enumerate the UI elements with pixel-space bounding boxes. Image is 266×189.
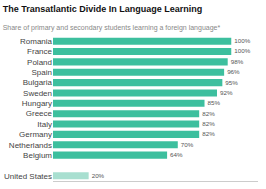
svg-text:Italy: Italy xyxy=(37,120,52,129)
svg-text:France: France xyxy=(27,47,52,56)
svg-text:20%: 20% xyxy=(92,172,105,179)
svg-text:70%: 70% xyxy=(181,141,194,148)
svg-text:95%: 95% xyxy=(225,79,238,86)
svg-text:Romania: Romania xyxy=(20,37,53,46)
svg-text:82%: 82% xyxy=(202,110,215,117)
svg-text:Greece: Greece xyxy=(26,109,53,118)
svg-text:100%: 100% xyxy=(234,47,250,54)
svg-text:The Transatlantic Divide In La: The Transatlantic Divide In Language Lea… xyxy=(3,4,203,14)
svg-text:United States: United States xyxy=(4,172,52,181)
svg-text:85%: 85% xyxy=(208,99,221,106)
svg-text:82%: 82% xyxy=(202,130,215,137)
svg-text:Share of primary and secondary: Share of primary and secondary students … xyxy=(3,24,221,32)
svg-text:Netherlands: Netherlands xyxy=(9,141,52,150)
svg-text:92%: 92% xyxy=(220,89,233,96)
svg-text:Sweden: Sweden xyxy=(23,89,52,98)
svg-text:Spain: Spain xyxy=(32,68,52,77)
svg-text:100%: 100% xyxy=(234,37,250,44)
svg-text:Germany: Germany xyxy=(19,130,52,139)
svg-text:98%: 98% xyxy=(231,58,244,65)
svg-text:Bulgaria: Bulgaria xyxy=(23,78,53,87)
svg-text:Poland: Poland xyxy=(27,58,52,67)
svg-text:Belgium: Belgium xyxy=(23,151,52,160)
svg-text:Hungary: Hungary xyxy=(22,99,52,108)
svg-text:64%: 64% xyxy=(170,151,183,158)
svg-text:82%: 82% xyxy=(202,120,215,127)
svg-text:96%: 96% xyxy=(227,68,240,75)
